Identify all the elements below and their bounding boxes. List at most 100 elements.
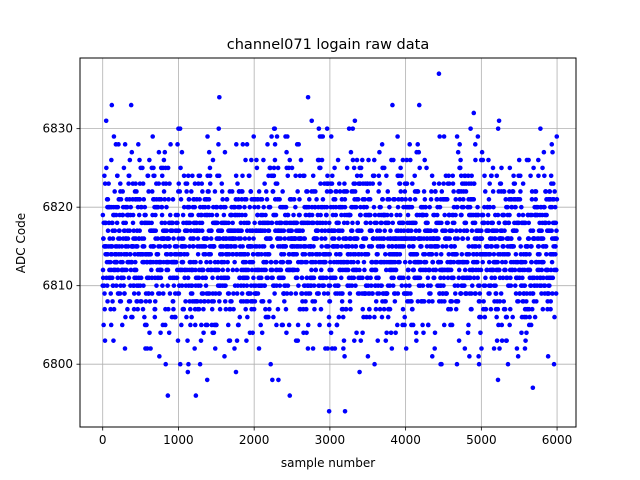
data-point	[149, 189, 155, 194]
data-point	[434, 212, 440, 218]
data-point	[455, 204, 460, 210]
data-point	[542, 204, 547, 210]
data-point	[449, 322, 455, 328]
data-point	[299, 275, 305, 281]
data-point	[262, 283, 268, 288]
data-point	[222, 149, 228, 155]
data-point	[553, 220, 559, 226]
data-point	[485, 212, 491, 218]
data-point	[466, 322, 471, 328]
data-point	[234, 142, 239, 147]
data-point	[441, 283, 446, 288]
data-point	[319, 228, 325, 234]
data-point	[128, 102, 134, 108]
data-point	[455, 299, 461, 304]
data-point	[379, 314, 385, 320]
data-point	[217, 299, 222, 304]
data-point	[363, 236, 369, 241]
data-point	[553, 291, 559, 296]
data-point	[156, 149, 162, 155]
data-point	[499, 322, 505, 328]
data-point	[438, 259, 444, 265]
data-point	[117, 291, 123, 296]
data-point	[475, 212, 481, 218]
data-point	[514, 228, 519, 234]
data-point	[397, 251, 403, 257]
data-point	[455, 236, 461, 241]
data-point	[446, 173, 451, 179]
data-point	[234, 338, 240, 343]
data-point	[550, 181, 556, 186]
data-point	[320, 134, 326, 139]
data-point	[393, 330, 398, 336]
data-point	[477, 283, 482, 288]
data-point	[518, 189, 523, 194]
data-point	[197, 173, 203, 179]
data-point	[427, 204, 433, 210]
data-point	[281, 251, 287, 257]
data-point	[484, 267, 490, 273]
data-point	[541, 259, 546, 265]
data-point	[159, 204, 165, 210]
data-point	[462, 267, 468, 273]
data-point	[371, 236, 376, 241]
data-point	[233, 369, 239, 375]
data-point	[530, 228, 536, 234]
data-point	[348, 212, 353, 218]
data-point	[342, 181, 347, 186]
data-point	[425, 275, 431, 281]
data-point	[496, 118, 502, 124]
data-point	[178, 165, 183, 171]
data-point	[333, 251, 339, 257]
data-point	[353, 244, 359, 249]
data-point	[512, 181, 518, 186]
data-point	[392, 299, 398, 304]
data-point	[529, 197, 535, 202]
data-point	[224, 197, 230, 202]
data-point	[233, 173, 239, 179]
data-point	[256, 346, 262, 351]
data-point	[116, 142, 121, 147]
data-point	[527, 314, 532, 320]
data-point	[209, 228, 214, 234]
data-point	[554, 134, 560, 139]
data-point	[407, 283, 412, 288]
data-point	[325, 173, 330, 179]
data-point	[435, 244, 441, 249]
data-point	[524, 299, 529, 304]
data-point	[252, 299, 258, 304]
data-point	[192, 181, 198, 186]
data-point	[442, 299, 447, 304]
data-point	[458, 157, 463, 163]
data-point	[136, 212, 142, 218]
data-point	[178, 197, 184, 202]
data-point	[552, 314, 557, 320]
data-point	[495, 259, 501, 265]
data-point	[388, 330, 394, 336]
data-point	[533, 189, 539, 194]
data-point	[536, 244, 542, 249]
data-point	[541, 149, 547, 155]
data-point	[155, 204, 161, 210]
data-point	[121, 275, 126, 281]
data-point	[108, 259, 113, 265]
data-point	[509, 236, 514, 241]
data-point	[214, 212, 220, 218]
data-point	[141, 197, 147, 202]
data-point	[333, 212, 339, 218]
data-point	[195, 251, 201, 257]
data-point	[480, 157, 486, 163]
data-point	[215, 275, 221, 281]
data-point	[543, 244, 549, 249]
data-point	[480, 212, 486, 218]
data-point	[239, 212, 245, 218]
data-point	[516, 157, 522, 163]
data-point-outlier	[193, 393, 199, 398]
data-point	[167, 181, 172, 186]
data-point	[454, 361, 460, 367]
data-point	[200, 267, 206, 273]
data-point	[296, 283, 301, 288]
data-point	[552, 204, 558, 210]
data-point	[386, 244, 392, 249]
data-point	[545, 354, 551, 359]
